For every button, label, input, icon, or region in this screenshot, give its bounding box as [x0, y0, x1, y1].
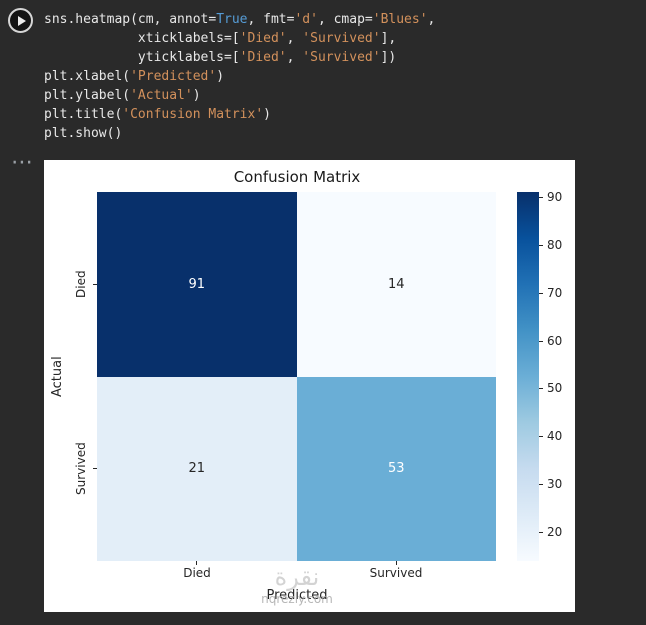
- colorbar-tick-label: 40: [547, 429, 563, 444]
- colorbar-tick-mark: [539, 532, 543, 534]
- colorbar-tick-mark: [539, 196, 543, 198]
- colorbar-tick-label: 30: [547, 477, 563, 492]
- colorbar-tick-mark: [539, 388, 543, 390]
- chart-title: Confusion Matrix: [233, 168, 361, 186]
- code-line: yticklabels=['Died', 'Survived']): [44, 50, 397, 65]
- code-editor[interactable]: sns.heatmap(cm, annot=True, fmt='d', cma…: [44, 10, 435, 143]
- y-tick-label: Survived: [74, 442, 88, 496]
- cell-output: Confusion Matrix Actual Died Survived 91…: [44, 160, 575, 612]
- confusion-matrix-heatmap: 91 14 21 53: [97, 192, 496, 561]
- y-tick-mark: [93, 468, 97, 469]
- x-tick-label: Survived: [369, 566, 423, 580]
- x-tick-mark: [396, 561, 397, 565]
- colorbar-tick-label: 20: [547, 525, 563, 540]
- y-tick-label: Died: [74, 270, 88, 298]
- code-line: plt.ylabel('Actual'): [44, 88, 201, 103]
- code-line: plt.title('Confusion Matrix'): [44, 107, 271, 122]
- colorbar-tick-mark: [539, 340, 543, 342]
- colorbar-tick-label: 70: [547, 285, 563, 300]
- colorbar: [517, 192, 539, 561]
- colorbar-tick-label: 50: [547, 381, 563, 396]
- more-options-icon[interactable]: ⋯: [11, 150, 33, 175]
- run-cell-button[interactable]: [8, 8, 33, 33]
- code-line: plt.show(): [44, 126, 123, 141]
- code-line: xticklabels=['Died', 'Survived'],: [44, 31, 397, 46]
- x-axis-label: Predicted: [266, 588, 328, 603]
- colorbar-tick-label: 60: [547, 333, 563, 348]
- colorbar-tick-mark: [539, 292, 543, 294]
- play-icon: [17, 15, 26, 26]
- x-tick-mark: [196, 561, 197, 565]
- heatmap-cell: 53: [296, 376, 496, 561]
- colorbar-tick-mark: [539, 484, 543, 486]
- y-axis-label: Actual: [50, 356, 65, 397]
- heatmap-cell: 21: [97, 376, 297, 561]
- colorbar-tick-mark: [539, 436, 543, 438]
- y-tick-mark: [93, 284, 97, 285]
- heatmap-cell: 91: [97, 192, 297, 377]
- code-line: sns.heatmap(cm, annot=True, fmt='d', cma…: [44, 12, 436, 27]
- colorbar-tick-label: 90: [547, 189, 563, 204]
- colorbar-tick-label: 80: [547, 237, 563, 252]
- colorbar-tick-mark: [539, 244, 543, 246]
- code-line: plt.xlabel('Predicted'): [44, 69, 225, 84]
- heatmap-cell: 14: [296, 192, 496, 377]
- x-tick-label: Died: [183, 566, 211, 580]
